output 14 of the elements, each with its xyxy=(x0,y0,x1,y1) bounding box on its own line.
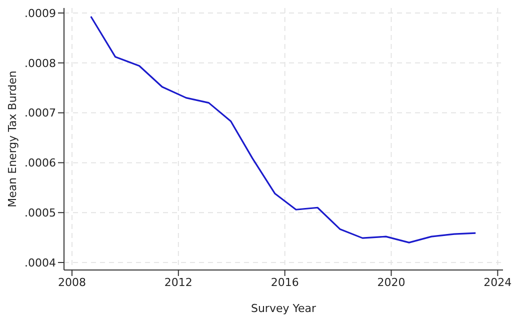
y-tick-label: .0006 xyxy=(24,156,56,170)
x-tick-label: 2020 xyxy=(377,276,406,289)
y-tick-label: .0009 xyxy=(24,6,56,20)
y-tick-label: .0005 xyxy=(24,206,56,220)
x-tick-label: 2008 xyxy=(58,276,86,289)
x-tick-label: 2012 xyxy=(164,276,192,289)
y-axis-title: Mean Energy Tax Burden xyxy=(6,70,19,208)
x-tick-label: 2024 xyxy=(484,276,512,289)
y-tick-label: .0007 xyxy=(24,106,56,120)
y-tick-label: .0004 xyxy=(24,256,56,270)
x-axis-title: Survey Year xyxy=(250,302,316,315)
x-tick-label: 2016 xyxy=(270,276,299,289)
y-tick-label: .0008 xyxy=(24,56,56,70)
line-series xyxy=(90,16,476,244)
